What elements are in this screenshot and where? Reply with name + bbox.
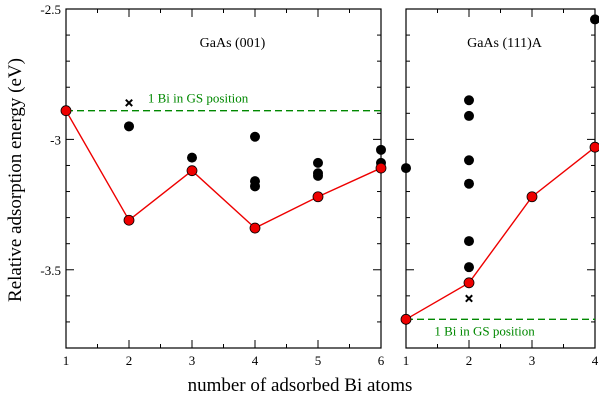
panel2-title: GaAs (111)A	[467, 36, 543, 51]
panel1-black-point	[250, 181, 260, 192]
panel2-red-point	[400, 313, 412, 325]
panel1-black-point	[124, 121, 134, 132]
x-axis-label: number of adsorbed Bi atoms	[188, 375, 413, 396]
panel1-xtick-label: 3	[189, 353, 196, 368]
panel1-xtick-label: 1	[63, 353, 70, 368]
panel1-title: GaAs (001)	[200, 36, 266, 51]
panel2-black-point	[464, 178, 474, 189]
panel1-black-point	[187, 152, 197, 163]
panel2-xtick-label: 1	[403, 353, 410, 368]
panel2-black-point	[464, 155, 474, 166]
panel2-red-point	[463, 277, 475, 289]
panel1-red-point	[123, 214, 135, 226]
y-tick-label: -3	[50, 132, 61, 147]
panel2-red-line	[405, 146, 596, 320]
panel2-red-point	[526, 191, 538, 203]
panel1-black-point	[313, 157, 323, 168]
panel1-cross-point	[125, 98, 133, 107]
panel1-red-point	[375, 162, 387, 174]
panel2-xtick-label: 4	[592, 353, 599, 368]
panel1-red-point	[249, 222, 261, 234]
y-tick-label: -2.5	[40, 2, 61, 17]
y-axis-label: Relative adsorption energy (eV)	[5, 58, 26, 302]
panel1-red-point	[60, 105, 72, 117]
panel1-red-line	[65, 110, 382, 229]
panel2-red-point	[589, 141, 599, 153]
panel2-black-point	[464, 236, 474, 247]
panel1-red-point	[312, 191, 324, 203]
panel2-xtick-label: 3	[529, 353, 536, 368]
panel1-xtick-label: 4	[252, 353, 259, 368]
panel2-cross-point	[465, 294, 473, 303]
panel2-black-point	[464, 110, 474, 121]
panel1-black-point	[313, 170, 323, 181]
panel1-gs-annotation: 1 Bi in GS position	[148, 91, 249, 106]
panel2-black-point	[590, 14, 599, 25]
panel1-black-point	[250, 131, 260, 142]
panel2-frame	[405, 8, 596, 349]
panel2-xtick-label: 2	[466, 353, 473, 368]
panel1-black-point	[376, 144, 386, 155]
panel2-black-point	[401, 163, 411, 174]
panel1-xtick-label: 2	[126, 353, 133, 368]
panel1-frame	[65, 8, 382, 349]
panel2-black-point	[464, 95, 474, 106]
y-tick-label: -3.5	[40, 263, 61, 278]
panel1-xtick-label: 6	[378, 353, 385, 368]
panel2-gs-annotation: 1 Bi in GS position	[434, 323, 535, 338]
panel1-xtick-label: 5	[315, 353, 322, 368]
panel2-black-point	[464, 262, 474, 273]
panel1-red-point	[186, 165, 198, 177]
